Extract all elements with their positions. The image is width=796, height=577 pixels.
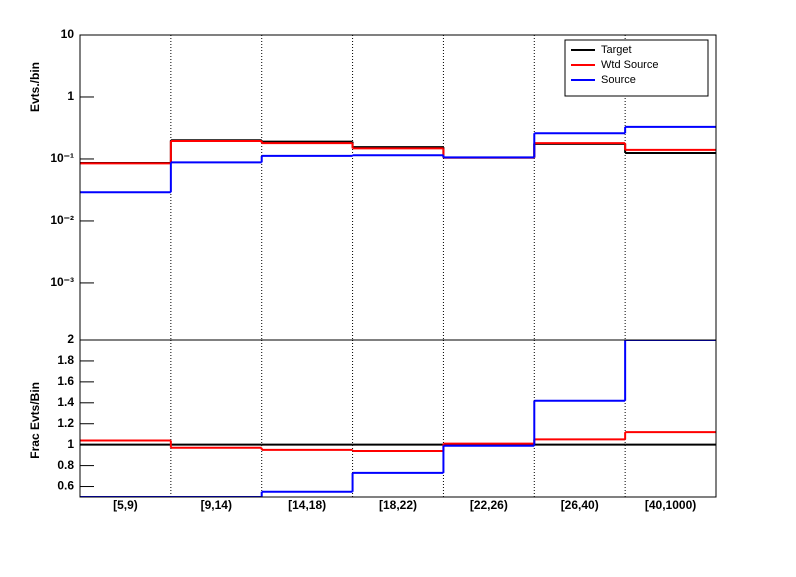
y-tick-label: 10 (61, 27, 75, 41)
legend-label: Wtd Source (601, 59, 658, 71)
frame (79, 339, 717, 498)
x-tick-label: [22,26) (470, 498, 508, 512)
x-tick-label: [9,14) (201, 498, 232, 512)
x-tick-label: [40,1000) (645, 498, 696, 512)
y-tick-label: 1.4 (57, 395, 74, 409)
y-tick-label: 1.6 (57, 374, 74, 388)
x-tick-label: [5,9) (113, 498, 138, 512)
y-tick-label: 1.2 (57, 416, 74, 430)
legend-label: Target (601, 44, 632, 56)
series-group (80, 340, 716, 497)
y-axis-title: Evts./bin (28, 62, 42, 112)
y-tick-label: 1 (67, 89, 74, 103)
legend-label: Source (601, 74, 636, 86)
y-tick-label: 10⁻¹ (50, 151, 74, 165)
x-tick-label: [14,18) (288, 498, 326, 512)
series-group (80, 125, 716, 194)
y-tick-label: 1.8 (57, 353, 74, 367)
y-tick-label: 10⁻² (50, 213, 74, 227)
y-tick-label: 0.8 (57, 458, 74, 472)
y-tick-label: 1 (67, 437, 74, 451)
y-tick-label: 10⁻³ (50, 275, 74, 289)
y-axis-title: Frac Evts/Bin (28, 382, 42, 459)
x-tick-label: [26,40) (561, 498, 599, 512)
x-tick-label: [18,22) (379, 498, 417, 512)
y-tick-label: 0.6 (57, 479, 74, 493)
y-tick-label: 2 (67, 332, 74, 346)
